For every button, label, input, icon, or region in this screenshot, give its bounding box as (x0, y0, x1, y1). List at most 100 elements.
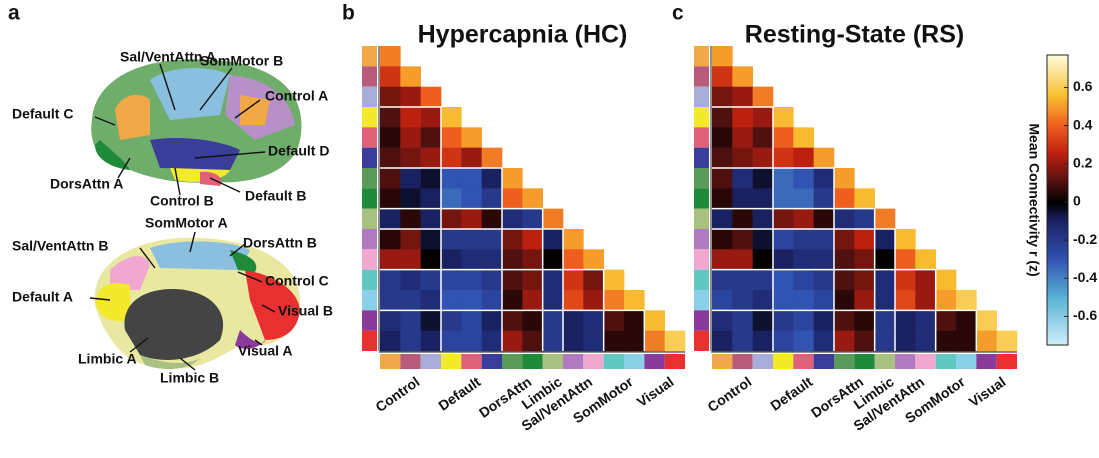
heatmap-cell (854, 249, 875, 270)
heatmap-cell (481, 188, 503, 209)
heatmap-cell (461, 188, 482, 209)
network-strip-left (362, 107, 377, 128)
heatmap-cell (441, 147, 462, 169)
region-label: SomMotor A (145, 215, 228, 231)
heatmap-cell (935, 269, 957, 291)
heatmap-cell (712, 310, 733, 331)
heatmap-cell (400, 269, 421, 291)
heatmap-cell (813, 168, 835, 189)
heatmap-cell (481, 208, 503, 230)
region-label: Default C (12, 106, 73, 122)
heatmap-cell (773, 168, 794, 189)
heatmap-cell (563, 290, 584, 311)
heatmap-cell (712, 147, 733, 169)
heatmap-cell (793, 208, 814, 230)
heatmap-cell (773, 249, 794, 270)
region-label: Default B (245, 188, 306, 204)
heatmap-cell (793, 310, 814, 331)
heatmap-cell (522, 208, 543, 230)
leader-lines (89, 63, 276, 371)
network-strip-bottom (481, 354, 502, 369)
heatmap-cell (712, 269, 733, 291)
heatmap-cell (380, 66, 401, 87)
heatmap-cell (441, 290, 462, 311)
network-strip-left (362, 310, 377, 331)
network-strip-bottom (773, 354, 794, 369)
heatmap-cell (481, 269, 503, 291)
heatmap-cell (732, 86, 753, 108)
region-label: Visual B (278, 303, 333, 319)
heatmap-cell (420, 229, 442, 250)
heatmap-cell (583, 310, 604, 331)
panel-label: c (672, 2, 684, 25)
heatmap-cell (935, 310, 957, 331)
heatmap-cell (441, 249, 462, 270)
heatmap-cell (834, 310, 855, 331)
network-strip-bottom (915, 354, 936, 369)
heatmap-cell (813, 290, 835, 311)
heatmap-cell (732, 188, 753, 209)
network-strip-left (694, 66, 709, 87)
heatmap-cell (644, 310, 665, 331)
heatmap-cell (380, 188, 401, 209)
colorbar-tick-label: 0.4 (1073, 116, 1093, 132)
heatmap-cell (956, 290, 977, 311)
network-strip-left (362, 46, 377, 67)
heatmap-cell (813, 188, 835, 209)
group-label: Control (704, 373, 754, 415)
network-strip-bottom (752, 354, 773, 369)
network-strip-left (694, 208, 709, 229)
heatmap-cell (420, 147, 442, 169)
network-strip-left (362, 147, 377, 168)
heatmap-cell (603, 310, 625, 331)
region-label: Limbic A (78, 351, 137, 367)
heatmap-cell (773, 229, 794, 250)
network-strip-bottom (542, 354, 563, 369)
colorbar-tick-label: 0 (1073, 193, 1081, 209)
network-strip-bottom (996, 354, 1017, 369)
network-strip-left (362, 290, 377, 311)
heatmap-cell (834, 290, 855, 311)
heatmap-cell (874, 229, 896, 250)
heatmap-cell (712, 208, 733, 230)
panel-label: a (8, 2, 20, 25)
heatmap-cell (461, 208, 482, 230)
heatmap-cell (563, 229, 584, 250)
heatmap-cell (603, 269, 625, 291)
heatmap-cell (461, 269, 482, 291)
heatmap-cell (481, 147, 503, 169)
heatmap-cell (502, 290, 523, 311)
network-strip-bottom (854, 354, 875, 369)
heatmap-cell (563, 310, 584, 331)
heatmap-cell (400, 229, 421, 250)
heatmap-cell (522, 310, 543, 331)
heatmap-cell (895, 229, 916, 250)
network-strip-left (362, 127, 377, 148)
heatmap-cell (712, 86, 733, 108)
heatmap-cell (752, 147, 774, 169)
heatmap-cell (380, 147, 401, 169)
colorbar-tick-label: -0.6 (1073, 307, 1097, 323)
heatmap-cell (874, 249, 896, 270)
network-strip-bottom (400, 354, 421, 369)
network-strip-left (362, 330, 377, 351)
heatmap-cell (854, 208, 875, 230)
heatmap-cell (420, 188, 442, 209)
heatmap-cell (773, 127, 794, 148)
heatmap-cell (956, 330, 977, 352)
heatmap-cell (895, 269, 916, 291)
heatmap-cell (400, 208, 421, 230)
heatmap-cell (380, 86, 401, 108)
region-label: Sal/VentAttn A (120, 49, 216, 65)
network-strip-left (362, 188, 377, 209)
heatmap-cell (895, 330, 916, 352)
heatmap-cell (502, 310, 523, 331)
heatmap-cell (732, 330, 753, 352)
heatmap-cell (752, 208, 774, 230)
region-label: Default D (268, 143, 329, 159)
network-strip-bottom (935, 354, 956, 369)
heatmap-cell (935, 290, 957, 311)
heatmap-cell (712, 188, 733, 209)
heatmap-cell (542, 310, 564, 331)
heatmap-cell (522, 188, 543, 209)
